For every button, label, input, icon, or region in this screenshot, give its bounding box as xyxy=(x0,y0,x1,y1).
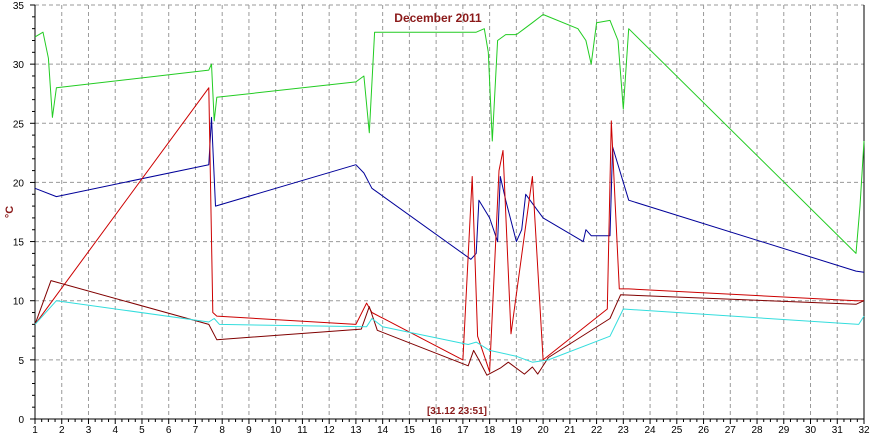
x-tick-label: 9 xyxy=(246,425,252,436)
x-tick-label: 27 xyxy=(725,425,737,436)
y-tick-label: 35 xyxy=(13,1,25,12)
x-tick-label: 31 xyxy=(832,425,844,436)
y-tick-label: 0 xyxy=(18,415,24,426)
x-tick-label: 8 xyxy=(219,425,225,436)
x-tick-label: 32 xyxy=(858,425,870,436)
x-tick-label: 23 xyxy=(618,425,630,436)
axes xyxy=(30,4,865,424)
y-tick-label: 10 xyxy=(13,297,25,308)
series-line-3 xyxy=(34,87,864,373)
x-tick-label: 18 xyxy=(484,425,496,436)
x-tick-label: 1 xyxy=(32,425,38,436)
x-tick-label: 20 xyxy=(538,425,550,436)
x-tick-label: 4 xyxy=(112,425,118,436)
x-tick-label: 6 xyxy=(166,425,172,436)
x-tick-label: 25 xyxy=(671,425,683,436)
chart-title: December 2011 xyxy=(394,11,482,25)
y-axis-label: °C xyxy=(4,206,16,218)
x-tick-label: 22 xyxy=(591,425,603,436)
x-tick-label: 7 xyxy=(193,425,199,436)
x-tick-label: 14 xyxy=(377,425,389,436)
series-group xyxy=(34,14,865,376)
x-tick-label: 11 xyxy=(297,425,308,436)
x-tick-label: 3 xyxy=(86,425,92,436)
x-tick-label: 16 xyxy=(431,425,443,436)
series-line-2 xyxy=(34,116,865,273)
series-line-1 xyxy=(34,14,865,254)
x-tick-label: 24 xyxy=(645,425,657,436)
timestamp-label: [31.12 23:51] xyxy=(427,406,487,417)
y-tick-label: 30 xyxy=(13,60,25,71)
y-tick-label: 20 xyxy=(13,178,25,189)
labels: 1 2 3 4 5 6 7 8 9 10 11 12 13 14 15 16 17 18 19 20 21 22 23 24 2… xyxy=(13,1,870,436)
y-tick-label: 5 xyxy=(18,356,24,367)
x-tick-label: 26 xyxy=(698,425,710,436)
x-tick-label: 2 xyxy=(59,425,65,436)
y-tick-label: 25 xyxy=(13,119,25,130)
x-tick-label: 17 xyxy=(457,425,469,436)
series-line-4 xyxy=(34,280,865,376)
x-tick-label: 15 xyxy=(404,425,416,436)
x-tick-label: 29 xyxy=(778,425,790,436)
x-tick-label: 19 xyxy=(511,425,523,436)
x-tick-label: 10 xyxy=(270,425,282,436)
x-tick-label: 28 xyxy=(751,425,763,436)
x-tick-label: 21 xyxy=(564,425,576,436)
x-tick-label: 13 xyxy=(350,425,362,436)
x-tick-label: 30 xyxy=(805,425,817,436)
x-tick-label: 12 xyxy=(324,425,336,436)
series-line-5 xyxy=(34,300,865,363)
x-tick-label: 5 xyxy=(139,425,145,436)
y-tick-label: 15 xyxy=(13,238,25,249)
